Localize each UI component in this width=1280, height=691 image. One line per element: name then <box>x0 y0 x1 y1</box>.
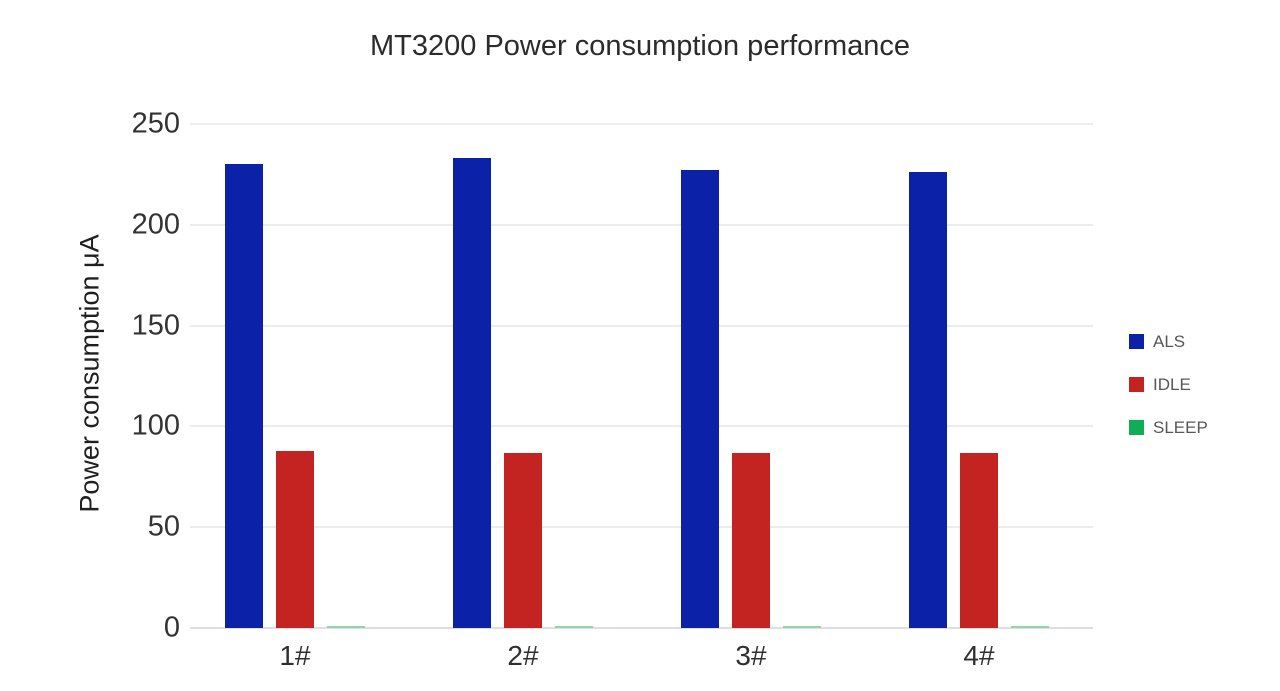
y-tick-label: 0 <box>163 611 180 644</box>
legend-label: ALS <box>1153 332 1186 351</box>
legend: ALS IDLE SLEEP <box>1129 333 1208 436</box>
legend-label: SLEEP <box>1153 418 1208 437</box>
y-tick-label: 100 <box>131 409 180 442</box>
gridline <box>190 425 1093 428</box>
bar-group <box>681 124 821 628</box>
y-tick-label: 50 <box>147 510 180 543</box>
gridline <box>190 324 1093 327</box>
y-tick-label: 200 <box>131 208 180 241</box>
y-axis-tick-labels: 0 50 100 150 200 250 <box>0 109 180 642</box>
legend-swatch-icon <box>1129 420 1144 435</box>
gridline <box>190 123 1093 125</box>
legend-item-sleep: SLEEP <box>1129 419 1208 436</box>
plot-area <box>190 123 1093 629</box>
x-tick-label: 3# <box>735 640 767 671</box>
legend-swatch-icon <box>1129 334 1144 349</box>
idle-bar <box>732 452 770 628</box>
sleep-bar <box>327 625 365 628</box>
x-tick-label: 4# <box>963 640 995 671</box>
idle-bar <box>504 452 542 628</box>
als-bar <box>681 170 719 628</box>
bar-group <box>909 124 1049 628</box>
legend-swatch-icon <box>1129 377 1144 392</box>
sleep-bar <box>555 625 593 628</box>
legend-item-idle: IDLE <box>1129 376 1208 393</box>
sleep-bar <box>783 625 821 628</box>
x-tick-label: 2# <box>507 640 539 671</box>
y-tick-label: 150 <box>131 309 180 342</box>
x-axis-tick-labels: 1# 2# 3# 4# <box>190 640 1093 682</box>
als-bar <box>909 172 947 628</box>
bar-group <box>453 124 593 628</box>
als-bar <box>453 158 491 628</box>
chart-title: MT3200 Power consumption performance <box>370 30 910 62</box>
als-bar <box>225 164 263 628</box>
sleep-bar <box>1011 625 1049 628</box>
legend-item-als: ALS <box>1129 333 1208 350</box>
y-tick-label: 250 <box>131 107 180 140</box>
legend-label: IDLE <box>1153 375 1191 394</box>
x-tick-label: 1# <box>279 640 311 671</box>
idle-bar <box>960 452 998 628</box>
bar-group <box>225 124 365 628</box>
bar-groups <box>190 124 1093 628</box>
gridline <box>190 627 1093 629</box>
gridline <box>190 526 1093 529</box>
gridline <box>190 223 1093 226</box>
idle-bar <box>276 450 314 628</box>
